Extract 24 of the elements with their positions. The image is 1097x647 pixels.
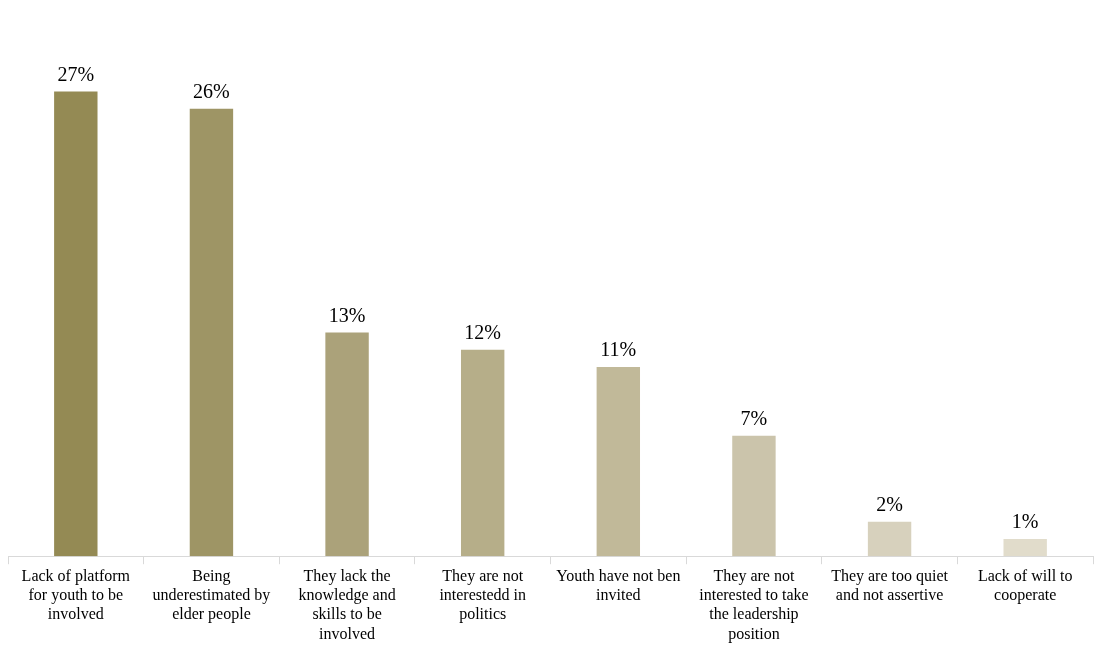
x-tick-label: Lack of will to cooperate: [977, 567, 1073, 605]
data-label: 26%: [193, 80, 230, 103]
bar: [596, 366, 641, 557]
bar: [1003, 538, 1047, 557]
data-label: 27%: [57, 62, 95, 85]
bar: [54, 91, 98, 557]
x-tick-label: Lack of platform for youth to be involved: [21, 567, 131, 623]
x-tick-label: They are not interestedd in politics: [439, 567, 527, 624]
x-tick-label: Youth have not ben invited: [556, 567, 681, 604]
x-tick-label: They lack the knowledge and skills to be involved: [298, 567, 396, 642]
bar: [460, 349, 505, 557]
bar: [325, 332, 369, 557]
data-label: 1%: [1011, 510, 1039, 533]
bar: [189, 108, 234, 557]
x-tick-label: They are too quiet and not assertive: [831, 567, 949, 604]
data-label: 11%: [600, 338, 637, 361]
data-label: 7%: [740, 407, 768, 429]
bar: [867, 521, 912, 557]
bar: [732, 435, 776, 557]
x-tick-label: They are not interested to take the leadership position: [699, 567, 809, 643]
data-label: 12%: [464, 320, 502, 343]
data-label: 2%: [876, 493, 903, 516]
data-label: 13%: [328, 303, 366, 326]
x-tick-label: Being underestimated by elder people: [152, 567, 271, 624]
